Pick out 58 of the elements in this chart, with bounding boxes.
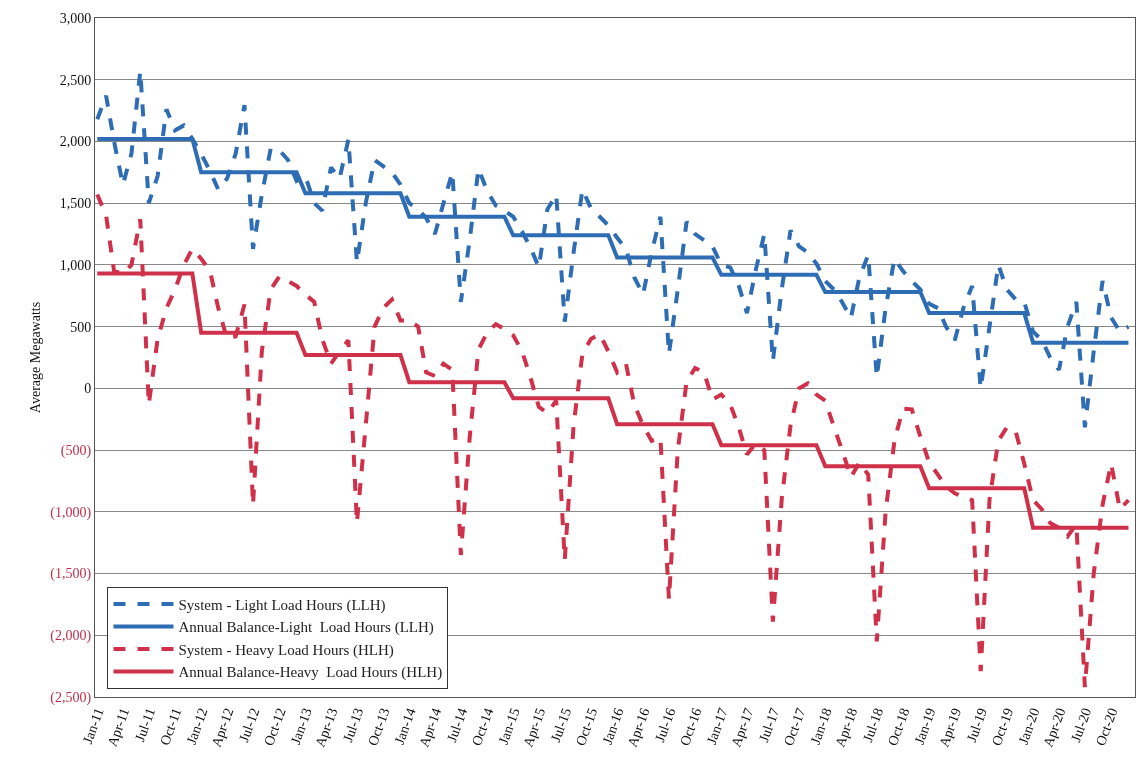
x-tick-label: Oct-12	[261, 706, 289, 748]
legend-label: Annual Balance-Light Load Hours (LLH)	[178, 619, 434, 637]
x-tick-label: Oct-20	[1093, 706, 1121, 748]
y-tick-label: (2,500)	[50, 689, 92, 706]
x-tick-label: Oct-19	[988, 706, 1017, 748]
x-tick-label: Oct-17	[781, 706, 809, 748]
legend-label: System - Heavy Load Hours (HLH)	[178, 641, 394, 659]
x-tick-label: Jan-18	[807, 706, 835, 747]
x-tick-label: Jul-19	[964, 706, 991, 745]
x-tick-label: Oct-14	[469, 706, 497, 748]
x-tick-label: Jul-18	[860, 706, 887, 745]
x-tick-label: Jan-12	[183, 706, 211, 747]
x-tick-label: Apr-18	[832, 706, 861, 749]
x-tick-label: Oct-16	[677, 706, 705, 748]
y-tick-label: (1,000)	[50, 504, 92, 521]
y-tick-label: (1,500)	[50, 566, 92, 583]
x-tick-label: Jan-17	[703, 706, 731, 747]
x-tick-label: Apr-12	[208, 706, 237, 749]
x-tick-label: Jul-13	[340, 706, 367, 745]
line-series	[95, 192, 1131, 690]
x-tick-label: Jan-15	[495, 706, 523, 747]
x-tick-label: Jan-19	[911, 706, 939, 747]
x-tick-label: Oct-13	[365, 706, 393, 748]
x-tick-label: Apr-14	[416, 706, 445, 749]
legend-label: System - Light Load Hours (LLH)	[178, 596, 386, 614]
x-tick-label: Jan-13	[287, 706, 315, 747]
x-tick-label: Jan-16	[599, 706, 627, 747]
y-tick-label: 500	[70, 319, 92, 335]
y-axis-title: Average Megawatts	[27, 301, 43, 414]
y-tick-label: 3,000	[59, 10, 92, 26]
x-tick-label: Jul-14	[444, 706, 471, 745]
x-tick-label: Jul-17	[756, 706, 783, 745]
x-tick-label: Apr-19	[936, 706, 965, 749]
x-tick-label: Apr-17	[728, 706, 757, 749]
x-tick-label: Apr-13	[312, 706, 341, 749]
x-tick-label: Jan-11	[79, 706, 107, 746]
x-tick-label: Apr-16	[624, 706, 653, 749]
x-tick-label: Apr-11	[104, 706, 133, 749]
x-tick-label: Oct-11	[157, 706, 185, 748]
x-tick-label: Jul-20	[1068, 706, 1095, 745]
x-tick-label: Oct-15	[572, 706, 601, 748]
x-tick-label: Jul-11	[132, 706, 159, 744]
x-tick-label: Apr-15	[520, 706, 549, 749]
y-tick-label: 1,500	[59, 196, 92, 212]
x-tick-label: Jul-15	[548, 706, 575, 745]
x-tick-label: Jan-14	[391, 706, 419, 747]
y-tick-label: (2,000)	[50, 628, 92, 645]
y-tick-label: 1,000	[59, 257, 92, 273]
y-tick-label: (500)	[60, 442, 92, 459]
x-tick-label: Jan-20	[1015, 706, 1043, 747]
x-tick-label: Jul-12	[236, 706, 263, 745]
y-tick-label: 0	[84, 381, 92, 397]
y-tick-label: 2,000	[59, 134, 92, 150]
legend-label: Annual Balance-Heavy Load Hours (HLH)	[178, 664, 443, 682]
x-tick-label: Apr-20	[1040, 706, 1069, 749]
x-tick-label: Jul-16	[652, 706, 679, 745]
x-tick-label: Oct-18	[884, 706, 913, 748]
y-tick-label: 2,500	[59, 72, 92, 88]
